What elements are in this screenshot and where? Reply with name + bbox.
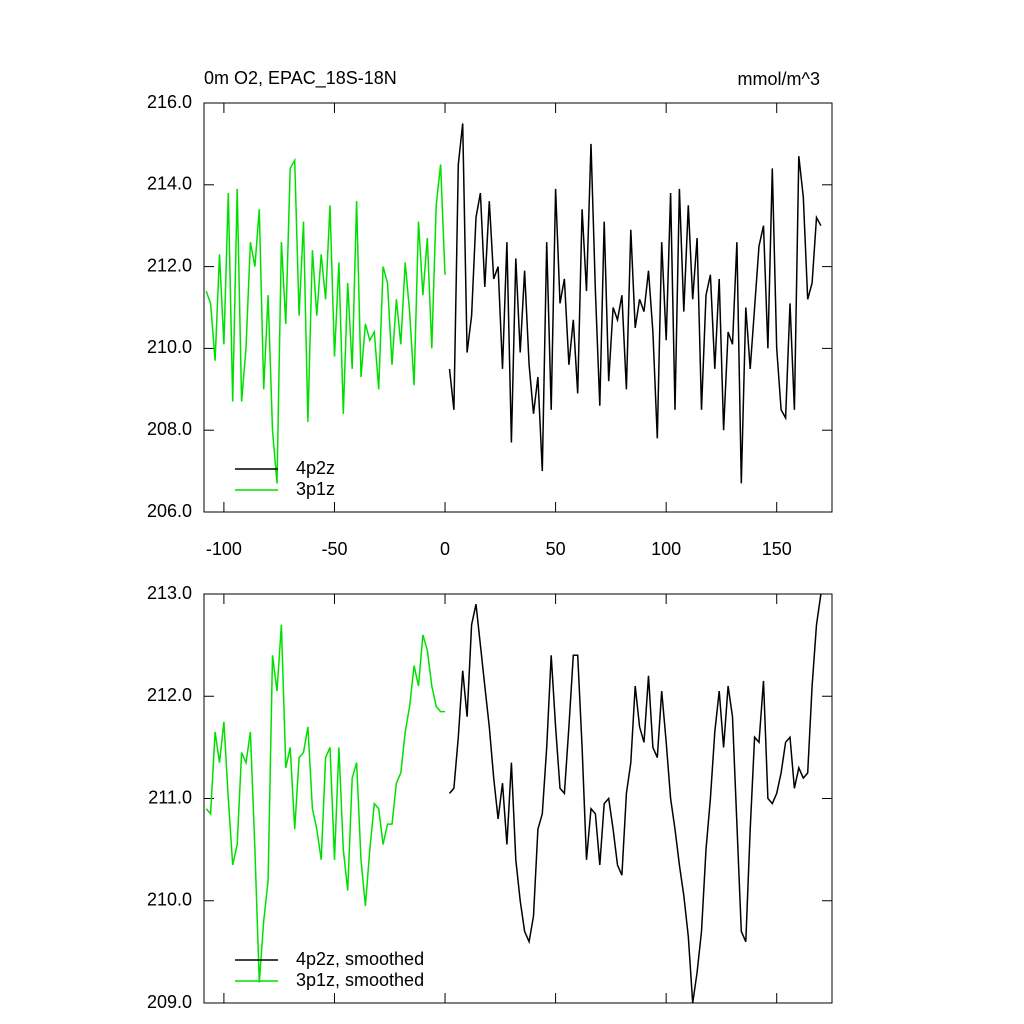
y-tick-label: 206.0 bbox=[147, 501, 192, 521]
y-tick-label: 216.0 bbox=[147, 92, 192, 112]
y-tick-label: 209.0 bbox=[147, 992, 192, 1012]
plot-frame bbox=[203, 593, 833, 1004]
plot-frame bbox=[203, 102, 833, 513]
units-label: mmol/m^3 bbox=[738, 69, 820, 89]
legend-label: 3p1z bbox=[296, 479, 335, 499]
y-tick-label: 213.0 bbox=[147, 583, 192, 603]
x-tick-label: -100 bbox=[206, 539, 242, 559]
legend-label: 4p2z, smoothed bbox=[296, 949, 424, 969]
data-line bbox=[205, 157, 446, 484]
y-tick-label: 214.0 bbox=[147, 174, 192, 194]
x-tick-label: 0 bbox=[440, 539, 450, 559]
legend-label: 3p1z, smoothed bbox=[296, 970, 424, 990]
x-tick-label: -50 bbox=[321, 539, 347, 559]
x-tick-label: 50 bbox=[546, 539, 566, 559]
y-tick-label: 210.0 bbox=[147, 337, 192, 357]
chart-title: 0m O2, EPAC_18S-18N bbox=[204, 68, 397, 89]
y-tick-label: 210.0 bbox=[147, 890, 192, 910]
y-tick-label: 211.0 bbox=[148, 787, 192, 807]
data-line bbox=[205, 624, 445, 983]
y-tick-label: 212.0 bbox=[147, 685, 192, 705]
y-tick-label: 212.0 bbox=[147, 255, 192, 275]
legend-label: 4p2z bbox=[296, 458, 335, 478]
data-line bbox=[448, 123, 822, 484]
data-line bbox=[448, 593, 822, 1004]
x-tick-label: 100 bbox=[651, 539, 681, 559]
y-tick-label: 208.0 bbox=[147, 419, 192, 439]
x-tick-label: 150 bbox=[762, 539, 792, 559]
